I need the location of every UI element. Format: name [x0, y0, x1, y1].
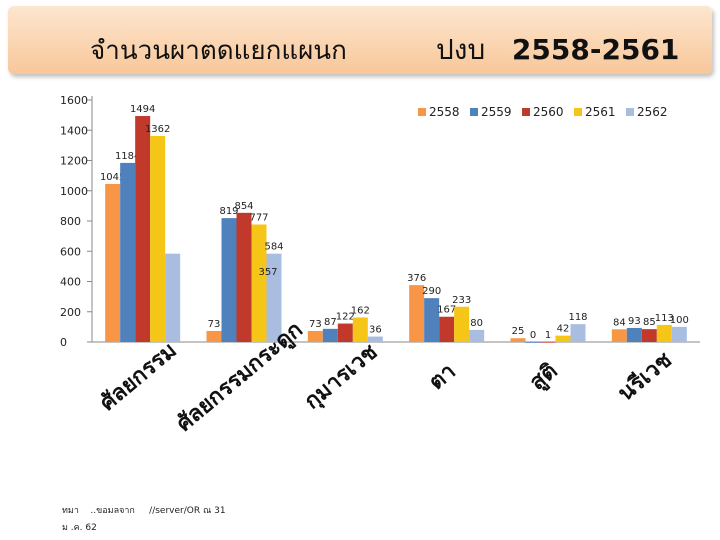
data-label: 233 [452, 295, 471, 306]
bar-2559 [626, 327, 642, 342]
bar-2559 [221, 218, 237, 342]
y-tick-label: 200 [60, 306, 81, 319]
data-label: 80 [470, 318, 483, 329]
bar-2560 [540, 341, 556, 343]
data-label: 87 [324, 317, 337, 328]
data-label: 42 [557, 324, 570, 335]
data-label: 84 [613, 317, 626, 328]
source-date: ม .ค. 62 [62, 523, 97, 533]
data-label: 1362 [145, 124, 170, 135]
bar-2558 [105, 183, 121, 342]
bar-2560 [337, 323, 353, 342]
bar-2558 [611, 329, 627, 342]
bar-2561 [555, 335, 571, 342]
bar-2559 [424, 298, 440, 342]
data-label: 290 [422, 286, 441, 297]
legend-label: 2558 [429, 105, 460, 119]
bar-2560 [236, 212, 252, 342]
fiscal-year-title: ปงบ 2558-2561 [436, 28, 679, 72]
y-tick-label: 1000 [60, 185, 88, 198]
bar-2558 [307, 330, 323, 342]
data-label: 25 [512, 326, 525, 337]
title-banner: จำนวนผาตดแยกแผนก ปงบ 2558-2561 [8, 6, 712, 74]
data-label: 93 [628, 316, 641, 327]
bar-2558 [409, 285, 425, 342]
data-label-extra: 357 [258, 267, 277, 278]
data-label: 162 [351, 305, 370, 316]
bar-2559 [120, 162, 136, 342]
data-label: 118 [568, 312, 587, 323]
bar-2562 [469, 329, 485, 342]
bar-2561 [454, 306, 470, 342]
legend-label: 2560 [533, 105, 564, 119]
bar-2559 [525, 342, 541, 343]
bar-2562 [367, 336, 383, 342]
bar-2560 [641, 329, 657, 342]
bar-2559 [322, 328, 338, 342]
legend-swatch [418, 108, 426, 116]
data-label: 777 [249, 212, 268, 223]
bar-2560 [135, 116, 151, 342]
source-note: ทมา ..ขอมลจาก //server/OR ณ 31 [62, 506, 226, 516]
fiscal-year-prefix: ปงบ [436, 33, 486, 66]
x-category-label: สูติ [525, 359, 563, 397]
bar-2562 [671, 326, 687, 342]
data-label: 167 [437, 305, 456, 316]
bar-2560 [439, 316, 455, 342]
fiscal-year-range: 2558-2561 [511, 33, 680, 66]
data-label: 122 [336, 312, 355, 323]
bar-2561 [251, 224, 267, 342]
y-tick-label: 800 [60, 215, 81, 228]
chart-title: จำนวนผาตดแยกแผนก [90, 36, 347, 66]
x-category-label: กุมารเวช [300, 340, 383, 416]
y-tick-label: 1200 [60, 155, 88, 168]
y-tick-label: 0 [60, 336, 67, 349]
bar-2558 [510, 338, 526, 342]
legend-swatch [626, 108, 634, 116]
legend-label: 2561 [585, 105, 616, 119]
x-category-label: ตา [424, 359, 460, 395]
legend-swatch [522, 108, 530, 116]
legend-label: 2562 [637, 105, 668, 119]
data-label: 100 [670, 315, 689, 326]
data-label: 85 [643, 317, 656, 328]
legend-swatch [574, 108, 582, 116]
bar-2562 [570, 324, 586, 342]
bar-2562 [266, 253, 282, 342]
bar-2561 [352, 317, 368, 342]
bar-2561 [150, 135, 166, 342]
data-label: 0 [530, 330, 536, 341]
bar-2558 [206, 330, 222, 342]
data-label: 113 [655, 313, 674, 324]
x-category-label: นรีเวช [613, 348, 676, 407]
bar-2561 [656, 324, 672, 342]
y-tick-label: 600 [60, 245, 81, 258]
y-tick-label: 400 [60, 276, 81, 289]
data-label: 1 [545, 330, 551, 341]
y-tick-label: 1400 [60, 124, 88, 137]
data-label: 1494 [130, 104, 155, 115]
legend-label: 2559 [481, 105, 512, 119]
bar-2562 [165, 253, 181, 342]
data-label: 1184 [115, 151, 140, 162]
data-label: 376 [407, 273, 426, 284]
data-label: 73 [208, 319, 221, 330]
legend-swatch [470, 108, 478, 116]
data-label: 1045 [100, 172, 125, 183]
y-tick-label: 1600 [60, 94, 88, 107]
x-category-label: ศัลยกรรม [95, 338, 181, 416]
data-label: 854 [234, 201, 253, 212]
data-label: 584 [264, 242, 283, 253]
data-label: 73 [309, 319, 322, 330]
data-label: 36 [369, 325, 382, 336]
data-label: 819 [219, 206, 238, 217]
